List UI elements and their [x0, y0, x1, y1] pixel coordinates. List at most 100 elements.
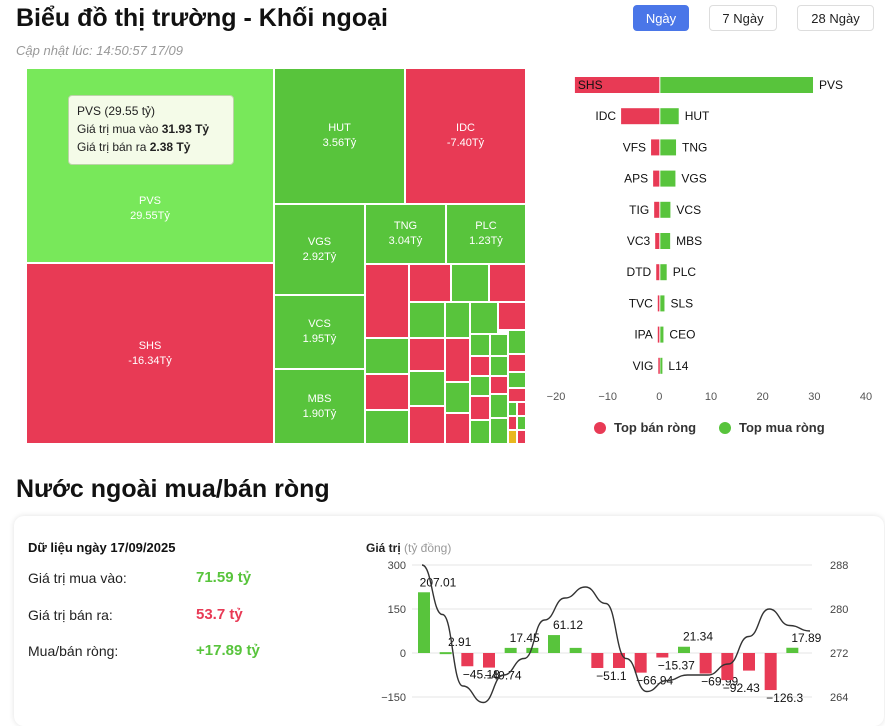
sell-bar — [655, 233, 660, 249]
treemap-tile-small[interactable] — [470, 396, 490, 420]
treemap-tile-small[interactable] — [365, 264, 409, 338]
treemap-tile-small[interactable] — [517, 430, 526, 444]
treemap-tile-idc[interactable]: IDC -7.40Tỷ — [405, 68, 526, 204]
treemap-tile-small[interactable] — [490, 394, 508, 418]
net-bar — [743, 653, 755, 671]
treemap-tile-small[interactable] — [508, 354, 526, 372]
treemap-tile-small[interactable] — [498, 302, 526, 330]
legend-buy[interactable]: Top mua ròng — [719, 420, 825, 435]
treemap-tile-small[interactable] — [470, 420, 490, 444]
net-bar-label: 207.01 — [420, 575, 457, 589]
legend-sell-label: Top bán ròng — [614, 420, 697, 435]
y-tick-label: 0 — [400, 648, 406, 660]
treemap-tile-small[interactable] — [409, 371, 445, 406]
net-bar-label: −45.18 — [463, 667, 500, 681]
treemap-tile-small[interactable] — [445, 338, 470, 382]
tile-code: MBS — [307, 392, 332, 405]
treemap-tile-small[interactable] — [409, 406, 445, 444]
sell-bar-label: VIG — [633, 359, 654, 373]
net-value: +17.89 tỷ — [196, 642, 260, 659]
treemap-tile-vcs[interactable]: VCS 1.95Tỷ — [274, 295, 365, 369]
treemap-tile-small[interactable] — [365, 338, 409, 374]
tile-code: HUT — [328, 122, 351, 135]
net-bar — [613, 653, 625, 668]
treemap-tile-small[interactable] — [470, 302, 498, 334]
treemap-tile-small[interactable] — [508, 430, 517, 444]
net-bar-label: −126.3 — [766, 691, 803, 705]
net-bar-label: −92.43 — [723, 681, 760, 695]
treemap-tile-small[interactable] — [508, 372, 526, 388]
treemap-tile-mbs[interactable]: MBS 1.90Tỷ — [274, 369, 365, 444]
treemap-tile-small[interactable] — [409, 338, 445, 371]
x-tick-label: 0 — [656, 391, 662, 403]
x-tick-label: 30 — [808, 391, 820, 403]
treemap-tile-small[interactable] — [508, 388, 526, 402]
treemap-tile-small[interactable] — [489, 264, 526, 302]
buy-label: Giá trị mua vào: — [28, 570, 127, 586]
buy-bar-label: HUT — [685, 109, 710, 123]
treemap-tile-small[interactable] — [409, 302, 445, 338]
sell-bar — [653, 170, 660, 187]
tile-value: -7.40Tỷ — [446, 137, 485, 149]
treemap-tile-small[interactable] — [490, 356, 508, 376]
treemap-tile-small[interactable] — [470, 356, 490, 376]
treemap-tile-shs[interactable]: SHS -16.34Tỷ — [26, 263, 274, 444]
tile-code: PLC — [475, 220, 497, 233]
treemap-tile-small[interactable] — [490, 418, 508, 444]
treemap-tile-small[interactable] — [470, 376, 490, 396]
tile-value: 3.04Tỷ — [388, 235, 423, 247]
buy-bar-label: VGS — [681, 172, 706, 186]
treemap-tile-small[interactable] — [490, 376, 508, 394]
treemap-tile-small[interactable] — [508, 402, 517, 416]
net-bar-label: 17.45 — [510, 631, 540, 645]
treemap-tile-small[interactable] — [445, 382, 470, 413]
net-bar-label: 17.89 — [791, 631, 821, 645]
buy-bar-label: VCS — [676, 203, 701, 217]
tab-7-days[interactable]: 7 Ngày — [709, 5, 777, 31]
legend-sell[interactable]: Top bán ròng — [594, 420, 696, 435]
tile-code: PVS — [138, 194, 161, 207]
buy-bar — [660, 108, 679, 125]
tab-day[interactable]: Ngày — [633, 5, 689, 31]
treemap-tile-small[interactable] — [445, 413, 470, 444]
treemap-tile-small[interactable] — [470, 334, 490, 356]
x-tick-label: 40 — [860, 391, 872, 403]
sell-bar-label: APS — [624, 172, 648, 186]
treemap-tile-tng[interactable]: TNG 3.04Tỷ — [365, 204, 446, 264]
section-title: Nước ngoài mua/bán ròng — [16, 475, 330, 503]
y2-tick-label: 280 — [830, 604, 848, 616]
buy-bar — [660, 201, 671, 218]
y-axis-title: Giá trị — [366, 541, 401, 555]
treemap-tile-small[interactable] — [445, 302, 470, 338]
tooltip-title: PVS (29.55 tỷ) — [77, 104, 156, 118]
treemap-tile-hut[interactable]: HUT 3.56Tỷ — [274, 68, 405, 204]
treemap-tile-small[interactable] — [490, 334, 508, 356]
treemap-tile-vgs[interactable]: VGS 2.92Tỷ — [274, 204, 365, 295]
treemap-tile-small[interactable] — [517, 402, 526, 416]
top-net-bar-chart: SHS PVS IDC HUT VFS TNG APS VGS TIG VCS VC3 MBS DTD P… — [547, 77, 872, 403]
tile-code: VGS — [307, 235, 332, 248]
net-bar — [656, 653, 669, 658]
sell-bar — [657, 295, 660, 312]
treemap-tile-plc[interactable]: PLC 1.23Tỷ — [446, 204, 526, 264]
tooltip-sell-value: 2.38 Tỷ — [149, 140, 191, 154]
net-bar-label: 21.34 — [683, 630, 713, 644]
treemap-tile-small[interactable] — [365, 410, 409, 444]
sell-bar-label: TVC — [629, 296, 653, 310]
treemap-tile-small[interactable] — [517, 416, 526, 430]
treemap-tile-small[interactable] — [508, 416, 517, 430]
net-bar — [418, 592, 430, 653]
tab-28-days[interactable]: 28 Ngày — [797, 5, 874, 31]
treemap-tile-small[interactable] — [365, 374, 409, 410]
tile-value: 2.92Tỷ — [302, 250, 337, 263]
tile-value: 1.90Tỷ — [302, 407, 337, 420]
sell-bar-label: SHS — [578, 78, 603, 92]
treemap-tile-small[interactable] — [409, 264, 451, 302]
treemap-tile-small[interactable] — [508, 330, 526, 354]
net-bar — [634, 653, 647, 673]
buy-bar — [660, 326, 664, 343]
sell-bar-label: DTD — [627, 265, 652, 279]
net-flow-card — [14, 516, 884, 726]
treemap-tile-small[interactable] — [451, 264, 489, 302]
buy-bar — [660, 139, 677, 156]
